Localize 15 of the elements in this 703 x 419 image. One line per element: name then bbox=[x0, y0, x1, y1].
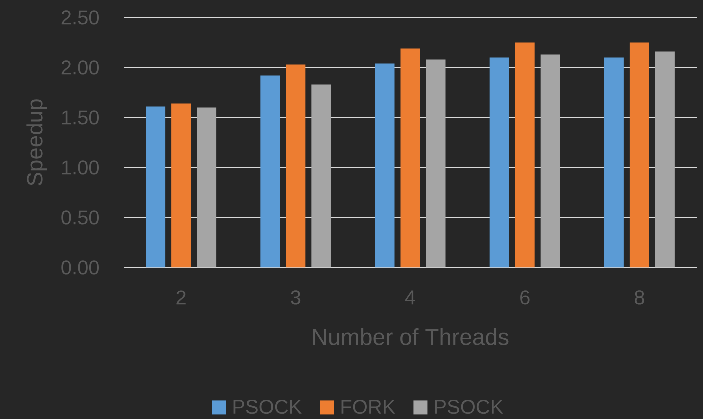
bar bbox=[197, 107, 217, 268]
bar bbox=[490, 57, 510, 268]
bar bbox=[630, 42, 650, 268]
bar bbox=[375, 63, 395, 268]
bar bbox=[146, 106, 166, 268]
bar bbox=[540, 54, 560, 268]
bar bbox=[286, 64, 306, 268]
bar bbox=[312, 84, 332, 268]
bar bbox=[655, 51, 675, 268]
bar bbox=[604, 57, 624, 268]
bar bbox=[260, 75, 280, 268]
bar bbox=[172, 103, 192, 268]
bar bbox=[400, 48, 420, 268]
bar bbox=[426, 59, 446, 268]
bar bbox=[515, 42, 535, 268]
